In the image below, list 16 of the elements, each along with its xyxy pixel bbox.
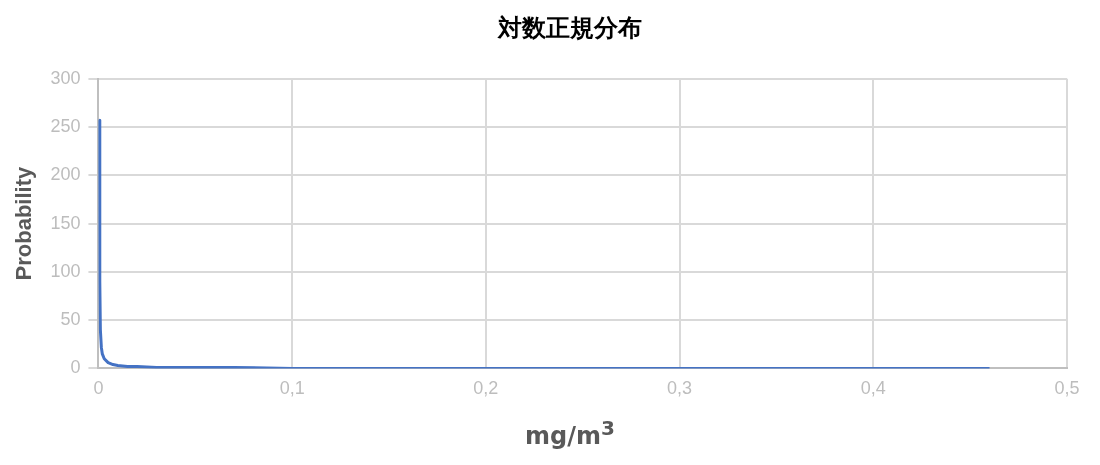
x-tick-label: 0,5 [1054,378,1080,399]
y-tick-label: 100 [50,260,81,281]
y-axis-title: Probability [11,165,37,281]
x-tick-label: 0,4 [860,378,886,399]
x-tick-label: 0,2 [473,378,499,399]
x-tick-label: 0,1 [279,378,305,399]
x-tick-label: 0 [93,378,104,399]
x-tick-label: 0,3 [667,378,693,399]
y-tick-label: 0 [70,357,81,378]
y-tick-label: 150 [50,212,81,233]
y-tick-label: 300 [50,67,81,88]
x-axis-title: mg/m$^{3}$ [524,416,616,450]
y-tick-label: 250 [50,116,81,137]
y-tick-label: 200 [50,164,81,185]
chart-title: 対数正規分布 [496,13,643,44]
y-tick-label: 50 [60,309,81,330]
